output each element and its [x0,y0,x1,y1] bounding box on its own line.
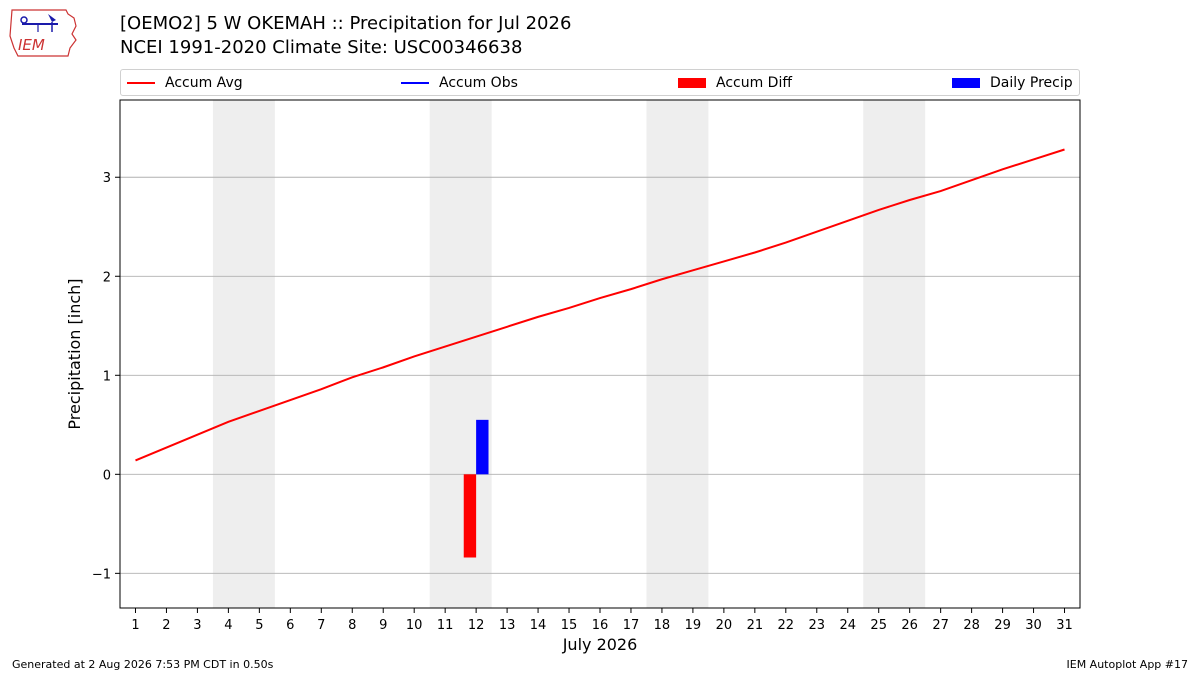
legend-label-daily-precip: Daily Precip [990,74,1073,91]
x-tick-label: 21 [747,618,764,633]
x-tick-label: 23 [809,618,826,633]
y-tick-label: 3 [103,171,111,186]
footer-generated-text: Generated at 2 Aug 2026 7:53 PM CDT in 0… [12,658,274,671]
iowa-state-outline [9,9,77,57]
series-lines [135,148,1065,462]
x-tick-label: 13 [499,618,516,633]
x-axis-label: July 2026 [562,635,638,654]
y-axis-ticks: −1 0 1 2 3 [92,171,120,582]
x-tick-label: 10 [406,618,423,633]
x-tick-label: 25 [870,618,887,633]
chart-subtitle: NCEI 1991-2020 Climate Site: USC00346638 [120,37,523,58]
x-tick-label: 31 [1056,618,1073,633]
logo-text: IEM [18,36,45,54]
legend-item-accum-diff: Accum Diff [678,70,792,95]
x-tick-label: 3 [193,618,201,633]
x-tick-label: 9 [379,618,387,633]
line-accum-avg [135,148,1065,462]
iem-logo: IEM [9,9,77,57]
legend-label-accum-avg: Accum Avg [165,74,243,91]
x-tick-label: 27 [932,618,949,633]
legend-item-daily-precip: Daily Precip [952,70,1073,95]
x-tick-label: 28 [963,618,980,633]
x-tick-label: 17 [623,618,640,633]
x-tick-label: 2 [162,618,170,633]
x-tick-label: 26 [901,618,918,633]
weekend-band-4 [863,100,926,608]
y-tick-label: 2 [103,270,111,285]
plot-frame [119,99,1081,609]
x-tick-label: 4 [224,618,232,633]
weekend-shading [212,100,926,608]
grid-lines [120,176,1080,574]
x-tick-label: 7 [317,618,325,633]
y-tick-label: 0 [103,468,111,483]
legend: Accum Avg Accum Obs Accum Diff Daily Pre… [120,69,1080,96]
x-tick-label: 6 [286,618,294,633]
footer-app-text: IEM Autoplot App #17 [1066,658,1189,671]
legend-label-accum-diff: Accum Diff [716,74,793,91]
x-tick-label: 18 [654,618,671,633]
x-tick-label: 14 [530,618,547,633]
x-tick-label: 16 [592,618,609,633]
weekend-band-3 [646,100,709,608]
bars [463,419,489,558]
legend-item-accum-obs: Accum Obs [401,70,518,95]
x-tick-label: 30 [1025,618,1042,633]
x-tick-label: 24 [839,618,856,633]
legend-swatch-daily-precip [952,77,980,88]
x-tick-label: 8 [348,618,356,633]
weekend-band-1 [212,100,275,608]
legend-swatch-accum-avg [127,81,155,84]
x-tick-label: 1 [131,618,139,633]
x-tick-label: 20 [716,618,733,633]
legend-swatch-accum-diff [678,77,706,88]
x-tick-label: 19 [685,618,702,633]
y-axis-label: Precipitation [inch] [65,278,84,429]
x-axis-ticks: 1 2 3 4 5 6 7 8 9 10 11 12 13 14 15 16 17 18 19 20 21 22 23 24 2… [131,608,1073,633]
x-tick-label: 5 [255,618,263,633]
y-tick-label: −1 [92,567,111,582]
weekend-band-2 [429,100,492,608]
y-tick-label: 1 [103,369,111,384]
x-tick-label: 22 [778,618,795,633]
chart-title: [OEMO2] 5 W OKEMAH :: Precipitation for … [120,13,572,34]
x-tick-label: 29 [994,618,1011,633]
x-tick-label: 11 [437,618,454,633]
legend-swatch-accum-obs [401,81,429,84]
legend-item-accum-avg: Accum Avg [127,70,243,95]
legend-label-accum-obs: Accum Obs [439,74,518,91]
x-tick-label: 15 [561,618,578,633]
bar-accum-diff [463,474,477,558]
x-tick-label: 12 [468,618,485,633]
bar-daily-precip [476,419,489,475]
